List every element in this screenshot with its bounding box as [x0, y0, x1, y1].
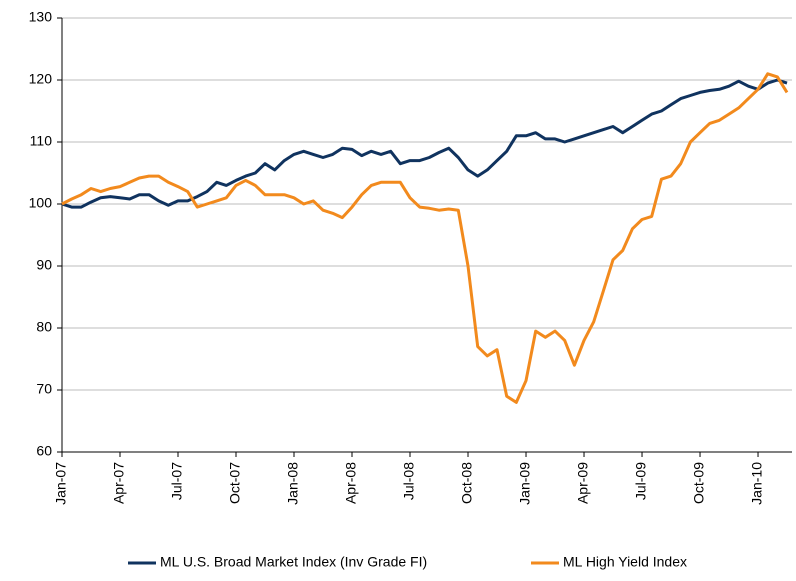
x-tick-label: Apr-08: [343, 462, 359, 504]
y-tick-label: 70: [36, 381, 52, 397]
x-tick-label: Jan-09: [517, 462, 533, 505]
x-tick-label: Apr-07: [111, 462, 127, 504]
x-tick-label: Jan-10: [749, 462, 765, 505]
x-tick-label: Jan-08: [285, 462, 301, 505]
x-tick-label: Jan-07: [53, 462, 69, 505]
x-tick-label: Apr-09: [575, 462, 591, 504]
x-tick-label: Oct-07: [227, 462, 243, 504]
legend-label: ML High Yield Index: [563, 554, 687, 570]
y-tick-label: 80: [36, 319, 52, 335]
y-tick-label: 130: [29, 9, 53, 25]
x-tick-label: Jul-07: [169, 462, 185, 500]
y-tick-label: 100: [29, 195, 53, 211]
x-tick-label: Jul-08: [401, 462, 417, 500]
x-tick-label: Jul-09: [633, 462, 649, 500]
line-series: [61, 72, 789, 404]
y-tick-label: 120: [29, 71, 53, 87]
y-tick-label: 110: [30, 133, 53, 149]
x-tick-label: Oct-08: [459, 462, 475, 504]
y-tick-label: 90: [36, 257, 52, 273]
legend-label: ML U.S. Broad Market Index (Inv Grade FI…: [160, 554, 427, 570]
line-series: [61, 78, 788, 209]
y-tick-label: 60: [36, 443, 52, 459]
x-tick-label: Oct-09: [691, 462, 707, 504]
